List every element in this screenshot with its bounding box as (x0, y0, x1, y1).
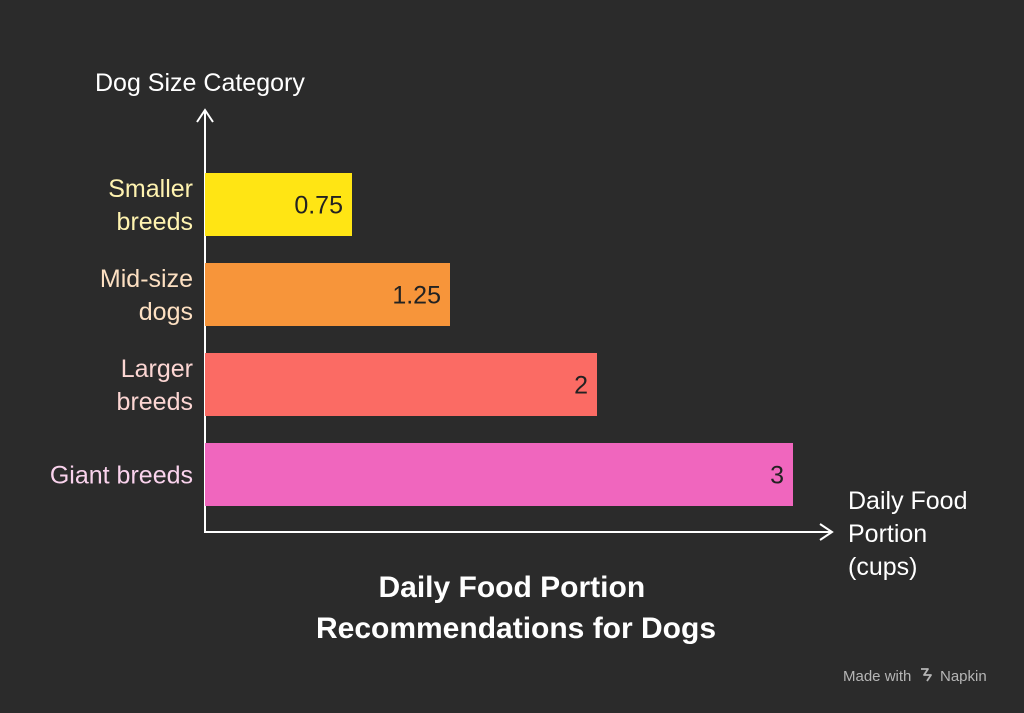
x-axis-title-line: Portion (848, 520, 927, 548)
bar-value-label: 0.75 (294, 192, 343, 220)
bar-value-label: 3 (770, 462, 784, 490)
x-axis-title-line: Daily Food (848, 487, 968, 515)
bar-value-label: 2 (574, 372, 588, 400)
bar (205, 263, 450, 326)
category-label-line: Mid-size (100, 265, 193, 293)
category-label-line: breeds (117, 388, 193, 416)
y-axis-title: Dog Size Category (95, 69, 305, 97)
bar (205, 173, 352, 236)
chart-title: Daily Food Portion Recommendations for D… (316, 571, 716, 645)
category-label-line: Giant breeds (50, 462, 193, 490)
bar (205, 443, 793, 506)
napkin-logo-icon (921, 668, 932, 682)
category-label: Mid-size dogs (100, 265, 193, 326)
category-labels: Smaller breeds Mid-size dogs Larger breeds Gia… (50, 175, 193, 490)
category-label: Larger breeds (117, 355, 193, 416)
x-axis-title: Daily Food Portion (cups) (848, 487, 974, 581)
chart-title-line: Daily Food Portion (378, 571, 645, 604)
y-axis-arrowhead (196, 108, 214, 123)
x-axis-arrowhead (819, 523, 834, 541)
brand-name: Napkin (940, 668, 987, 685)
chart-title-line: Recommendations for Dogs (316, 612, 716, 645)
category-label: Smaller breeds (108, 175, 193, 236)
x-axis-title-line: (cups) (848, 553, 917, 581)
made-with-text: Made with (843, 668, 911, 685)
category-label-line: dogs (139, 298, 193, 326)
category-label: Giant breeds (50, 462, 193, 490)
bar (205, 353, 597, 416)
category-label-line: breeds (117, 208, 193, 236)
category-label-line: Larger (121, 355, 193, 383)
bar-value-label: 1.25 (392, 282, 441, 310)
category-label-line: Smaller (108, 175, 193, 203)
bars-group: 0.75 1.25 2 3 (205, 173, 793, 506)
